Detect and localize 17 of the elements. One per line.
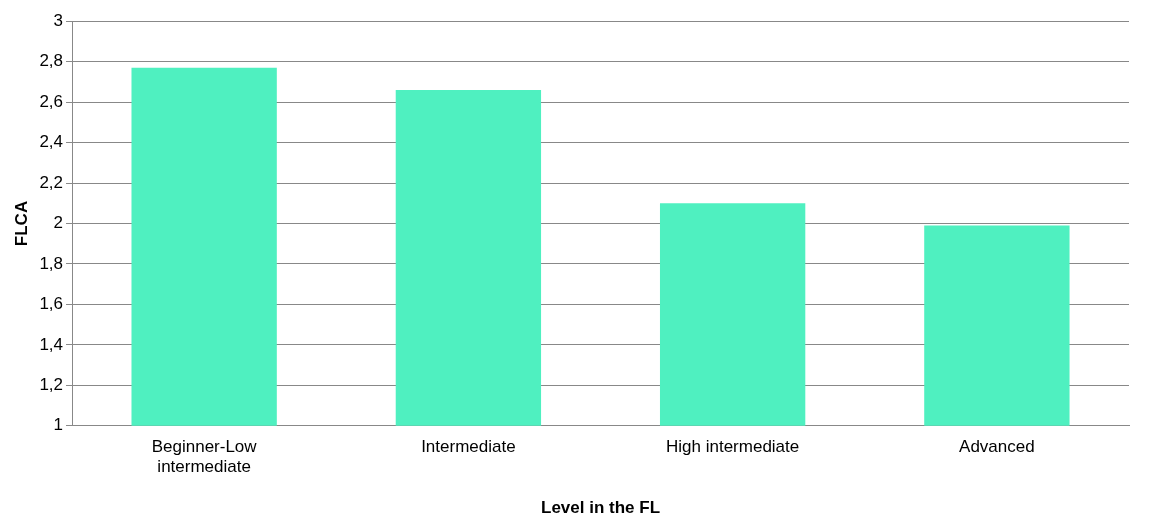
y-tick-label: 1,8 — [39, 253, 64, 273]
y-axis-title: FLCA — [11, 200, 31, 247]
x-tick-label: High intermediate — [666, 436, 800, 456]
x-axis-title: Level in the FL — [541, 498, 661, 518]
y-tick-label: 2 — [53, 213, 64, 233]
y-tick-label: 1 — [53, 415, 64, 435]
x-tick-label: Beginner-Low intermediate — [151, 436, 258, 477]
y-tick-label: 3 — [53, 10, 64, 30]
y-tick-label: 2,2 — [39, 172, 64, 192]
y-tick-label: 1,6 — [39, 294, 64, 314]
y-tick-label: 1,2 — [39, 375, 64, 395]
y-tick-label: 2,8 — [39, 51, 64, 71]
y-tick-label: 1,4 — [39, 334, 64, 354]
y-tick-label: 2,4 — [39, 132, 64, 152]
x-tick-label: Advanced — [959, 436, 1035, 456]
x-tick-label: Intermediate — [421, 436, 516, 456]
y-tick-label: 2,6 — [39, 91, 64, 111]
